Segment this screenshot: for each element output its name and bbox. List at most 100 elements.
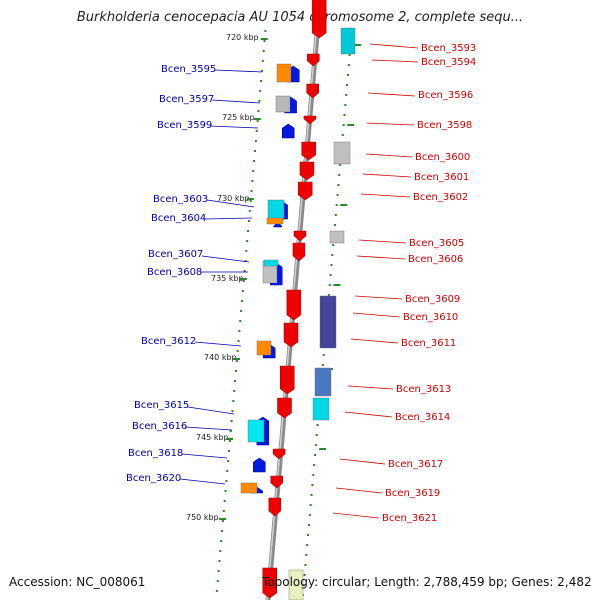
tick-dot xyxy=(236,350,239,352)
tick-dot xyxy=(237,340,240,342)
tick-dot xyxy=(246,240,249,242)
gene-label-forward[interactable]: Bcen_3607 xyxy=(148,249,203,260)
gene-label-forward[interactable]: Bcen_3612 xyxy=(141,336,196,347)
gene-label-forward[interactable]: Bcen_3608 xyxy=(147,267,202,278)
feature-box xyxy=(312,397,330,421)
gene-label-forward[interactable]: Bcen_3620 xyxy=(126,473,181,484)
tick-dot xyxy=(247,220,250,222)
tick-dot xyxy=(233,390,236,392)
gene-label-reverse[interactable]: Bcen_3596 xyxy=(418,90,473,101)
tick-dot xyxy=(227,460,230,462)
gene-label-reverse[interactable]: Bcen_3606 xyxy=(408,254,463,265)
gene-label-reverse[interactable]: Bcen_3611 xyxy=(401,338,456,349)
forward-gene-arrow xyxy=(282,123,295,139)
gene-label-reverse[interactable]: Bcen_3602 xyxy=(413,192,468,203)
gene-label-reverse[interactable]: Bcen_3605 xyxy=(409,238,464,249)
reverse-gene-arrow xyxy=(297,181,313,201)
tick-dot xyxy=(249,200,252,202)
leader-line-reverse xyxy=(335,487,383,494)
gene-label-reverse[interactable]: Bcen_3610 xyxy=(403,312,458,323)
tick-major xyxy=(253,118,261,120)
reverse-gene-arrow xyxy=(292,242,306,262)
reverse-gene-arrow xyxy=(307,53,320,67)
gene-label-reverse[interactable]: Bcen_3601 xyxy=(414,172,469,183)
gene-label-reverse[interactable]: Bcen_3593 xyxy=(421,43,476,54)
gene-label-forward[interactable]: Bcen_3618 xyxy=(128,448,183,459)
gene-label-forward[interactable]: Bcen_3595 xyxy=(161,64,216,75)
gene-label-forward[interactable]: Bcen_3616 xyxy=(132,421,187,432)
tick-dot xyxy=(346,84,349,86)
tick-dot xyxy=(347,64,350,66)
gene-label-reverse[interactable]: Bcen_3617 xyxy=(388,459,443,470)
tick-major xyxy=(219,518,227,520)
tick-dot xyxy=(228,450,230,452)
tick-dot xyxy=(338,174,341,176)
tick-dot xyxy=(310,494,313,496)
gene-label-forward[interactable]: Bcen_3603 xyxy=(153,194,208,205)
feature-box xyxy=(329,230,345,244)
reverse-gene-arrow xyxy=(272,448,286,460)
gene-label-reverse[interactable]: Bcen_3619 xyxy=(385,488,440,499)
leader-line-reverse xyxy=(344,411,393,418)
tick-dot xyxy=(224,490,227,492)
tick-major xyxy=(260,38,268,40)
tick-dot xyxy=(263,40,266,42)
gene-label-forward[interactable]: Bcen_3604 xyxy=(151,213,206,224)
tick-dot xyxy=(333,224,336,226)
gene-label-forward[interactable]: Bcen_3599 xyxy=(157,120,212,131)
leader-line-reverse xyxy=(362,173,412,178)
kbp-label: 735 kbp xyxy=(211,274,244,283)
tick-major xyxy=(232,358,240,360)
gene-label-reverse[interactable]: Bcen_3614 xyxy=(395,412,450,423)
leader-line-forward xyxy=(187,406,235,415)
kbp-label: 740 kbp xyxy=(204,353,237,362)
leader-line-reverse xyxy=(332,512,380,519)
tick-dot xyxy=(304,564,307,566)
leader-line-reverse xyxy=(352,312,401,318)
reverse-gene-arrow xyxy=(268,497,282,517)
forward-gene-arrow xyxy=(253,457,266,473)
gene-label-reverse[interactable]: Bcen_3600 xyxy=(415,152,470,163)
tick-dot xyxy=(238,330,241,332)
tick-dot xyxy=(342,124,345,126)
tick-major xyxy=(333,284,341,286)
leader-line-forward xyxy=(179,478,226,485)
tick-dot xyxy=(337,184,340,186)
reverse-gene-arrow xyxy=(303,115,317,125)
tick-major xyxy=(354,44,362,46)
tick-dot xyxy=(221,530,224,532)
feature-box xyxy=(340,27,356,55)
tick-dot xyxy=(260,70,263,72)
tick-major xyxy=(340,204,348,206)
gene-label-reverse[interactable]: Bcen_3594 xyxy=(421,57,476,68)
tick-dot xyxy=(264,30,267,32)
tick-dot xyxy=(229,430,232,432)
feature-box xyxy=(256,340,272,356)
topology-text: Topology: circular; Length: 2,788,459 bp… xyxy=(262,575,592,589)
tick-dot xyxy=(241,300,243,302)
gene-label-reverse[interactable]: Bcen_3621 xyxy=(382,513,437,524)
tick-dot xyxy=(216,580,219,582)
leader-line-reverse xyxy=(356,255,406,260)
reverse-gene-arrow xyxy=(306,83,319,99)
tick-dot xyxy=(336,194,339,196)
kbp-label: 720 kbp xyxy=(226,33,259,42)
feature-box xyxy=(247,419,265,443)
tick-dot xyxy=(314,454,316,456)
leader-line-forward xyxy=(181,453,228,459)
tick-dot xyxy=(305,554,308,556)
tick-dot xyxy=(254,150,256,152)
tick-major xyxy=(239,278,247,280)
tick-dot xyxy=(346,74,349,76)
gene-label-reverse[interactable]: Bcen_3613 xyxy=(396,384,451,395)
gene-label-reverse[interactable]: Bcen_3609 xyxy=(405,294,460,305)
tick-dot xyxy=(234,380,237,382)
tick-dot xyxy=(254,140,257,142)
gene-label-forward[interactable]: Bcen_3615 xyxy=(134,400,189,411)
gene-label-forward[interactable]: Bcen_3597 xyxy=(159,94,214,105)
reverse-gene-arrow xyxy=(311,0,327,39)
tick-dot xyxy=(262,50,265,52)
tick-dot xyxy=(219,550,222,552)
gene-label-reverse[interactable]: Bcen_3598 xyxy=(417,120,472,131)
tick-dot xyxy=(261,60,264,62)
